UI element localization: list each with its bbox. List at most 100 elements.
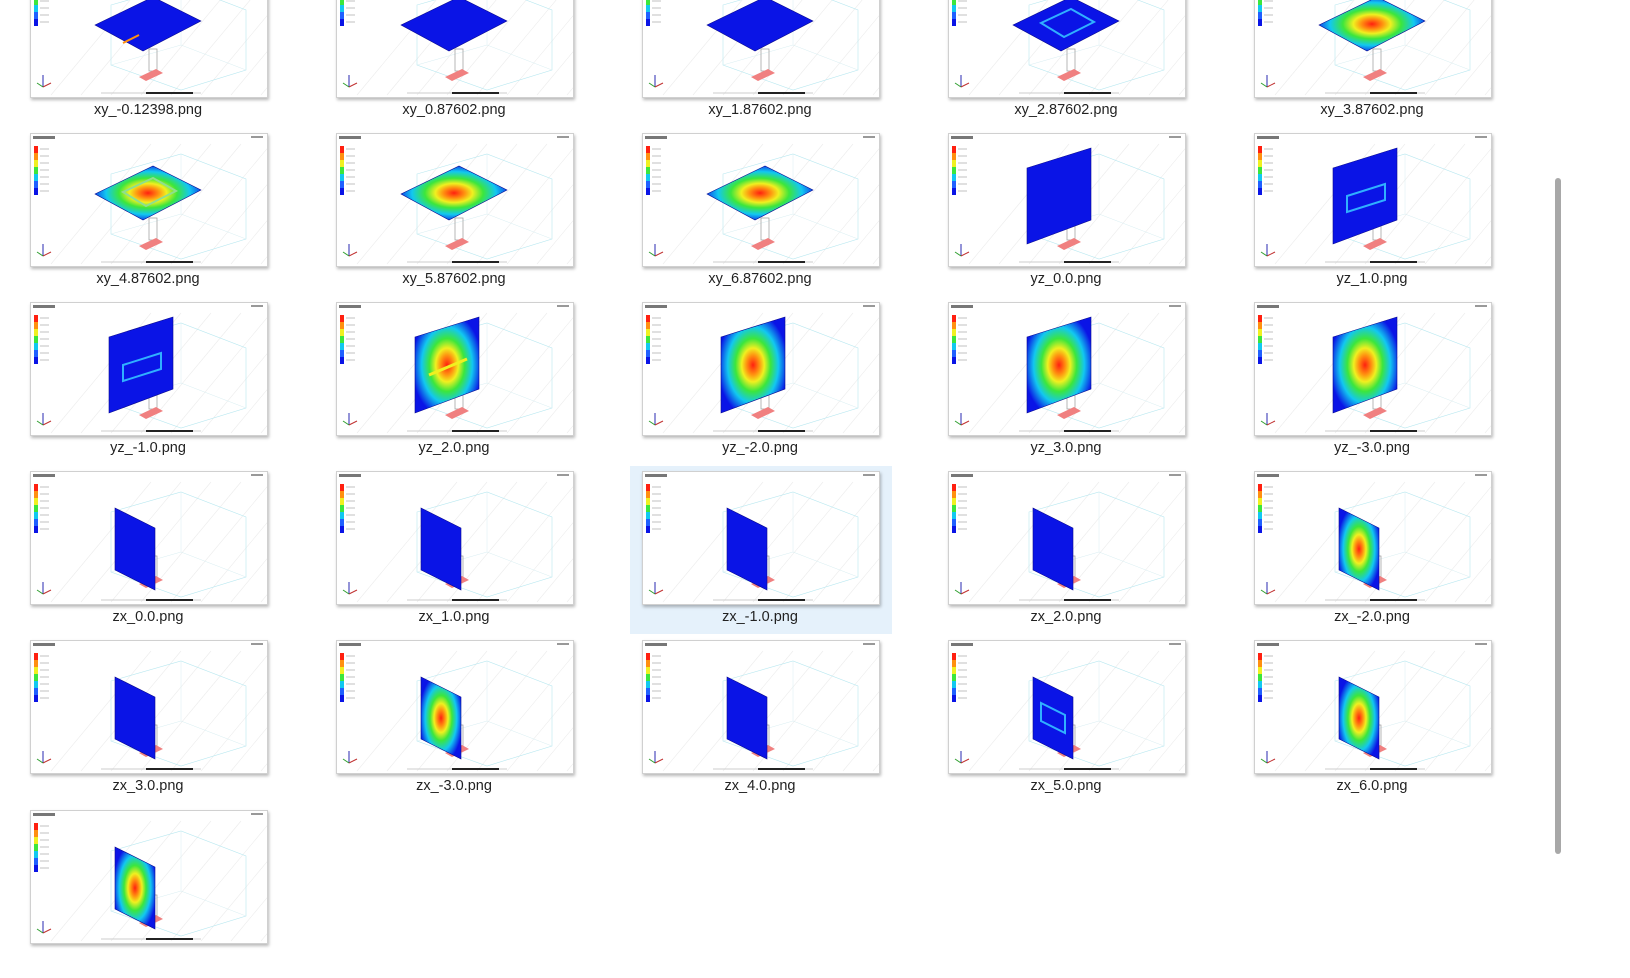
file-name-label[interactable]: xy_1.87602.png: [708, 102, 812, 118]
file-tile[interactable]: zx_3.0.png: [0, 640, 296, 808]
file-name-label[interactable]: xy_6.87602.png: [708, 271, 812, 287]
file-name-label[interactable]: zx_2.0.png: [1030, 609, 1102, 625]
file-thumbnail[interactable]: [1254, 302, 1492, 436]
file-tile[interactable]: [0, 810, 296, 978]
file-name-label[interactable]: yz_-3.0.png: [1334, 440, 1410, 456]
file-thumbnail[interactable]: [948, 640, 1186, 774]
axis-triad-icon: [954, 244, 970, 257]
axis-triad-icon: [954, 413, 970, 426]
field-plane: [1332, 316, 1398, 414]
color-scale-legend: [951, 474, 973, 533]
file-name-label[interactable]: zx_4.0.png: [724, 778, 796, 794]
file-thumbnail[interactable]: [336, 471, 574, 605]
color-scale-legend: [1257, 136, 1279, 195]
file-thumbnail[interactable]: [336, 302, 574, 436]
file-name-label[interactable]: zx_0.0.png: [112, 609, 184, 625]
file-name-label[interactable]: xy_4.87602.png: [96, 271, 200, 287]
color-scale-legend: [645, 643, 667, 702]
file-name-label[interactable]: zx_5.0.png: [1030, 778, 1102, 794]
file-thumbnail[interactable]: [948, 302, 1186, 436]
file-thumbnail[interactable]: [948, 471, 1186, 605]
file-name-label[interactable]: yz_2.0.png: [418, 440, 490, 456]
file-tile[interactable]: yz_2.0.png: [306, 302, 602, 470]
file-tile[interactable]: yz_-3.0.png: [1224, 302, 1520, 470]
file-tile[interactable]: xy_1.87602.png: [612, 0, 908, 132]
color-scale-legend: [33, 305, 55, 364]
color-scale-legend: [951, 305, 973, 364]
file-tile[interactable]: zx_-2.0.png: [1224, 471, 1520, 639]
file-name-label[interactable]: yz_3.0.png: [1030, 440, 1102, 456]
file-tile[interactable]: yz_1.0.png: [1224, 133, 1520, 301]
file-name-label[interactable]: zx_-3.0.png: [416, 778, 492, 794]
file-thumbnail[interactable]: [642, 471, 880, 605]
file-tile[interactable]: zx_5.0.png: [918, 640, 1214, 808]
color-scale-legend: [1257, 305, 1279, 364]
file-thumbnail[interactable]: [1254, 0, 1492, 98]
file-tile[interactable]: yz_0.0.png: [918, 133, 1214, 301]
file-thumbnail[interactable]: [30, 810, 268, 944]
file-name-label[interactable]: zx_1.0.png: [418, 609, 490, 625]
file-name-label[interactable]: xy_3.87602.png: [1320, 102, 1424, 118]
file-tile[interactable]: yz_-2.0.png: [612, 302, 908, 470]
file-thumbnail[interactable]: [30, 302, 268, 436]
file-thumbnail[interactable]: [336, 133, 574, 267]
field-plane: [108, 316, 174, 414]
file-name-label[interactable]: xy_0.87602.png: [402, 102, 506, 118]
field-plane: [1318, 0, 1426, 52]
file-tile[interactable]: zx_-1.0.png: [630, 466, 892, 634]
file-tile[interactable]: xy_2.87602.png: [918, 0, 1214, 132]
file-tile[interactable]: zx_-3.0.png: [306, 640, 602, 808]
file-tile[interactable]: xy_0.87602.png: [306, 0, 602, 132]
color-scale-legend: [33, 813, 55, 872]
file-thumbnail[interactable]: [336, 640, 574, 774]
axis-triad-icon: [36, 413, 52, 426]
file-thumbnail[interactable]: [1254, 640, 1492, 774]
file-tile[interactable]: zx_1.0.png: [306, 471, 602, 639]
file-name-label[interactable]: zx_-2.0.png: [1334, 609, 1410, 625]
scrollbar-thumb[interactable]: [1555, 178, 1561, 854]
file-thumbnail[interactable]: [642, 133, 880, 267]
file-tile[interactable]: zx_2.0.png: [918, 471, 1214, 639]
file-thumbnail[interactable]: [336, 0, 574, 98]
file-name-label[interactable]: zx_6.0.png: [1336, 778, 1408, 794]
file-thumbnail[interactable]: [948, 0, 1186, 98]
file-tile[interactable]: zx_4.0.png: [612, 640, 908, 808]
file-name-label[interactable]: xy_5.87602.png: [402, 271, 506, 287]
axis-triad-icon: [36, 582, 52, 595]
file-tile[interactable]: zx_6.0.png: [1224, 640, 1520, 808]
file-thumbnail[interactable]: [948, 133, 1186, 267]
color-scale-legend: [645, 474, 667, 533]
file-name-label[interactable]: zx_3.0.png: [112, 778, 184, 794]
file-tile[interactable]: xy_6.87602.png: [612, 133, 908, 301]
file-tile[interactable]: xy_4.87602.png: [0, 133, 296, 301]
file-thumbnail[interactable]: [30, 0, 268, 98]
file-thumbnail[interactable]: [642, 0, 880, 98]
file-name-label[interactable]: xy_-0.12398.png: [93, 102, 203, 118]
file-name-label[interactable]: yz_-2.0.png: [722, 440, 798, 456]
file-tile[interactable]: xy_5.87602.png: [306, 133, 602, 301]
vertical-scrollbar[interactable]: [1550, 0, 1566, 950]
file-thumbnail[interactable]: [30, 471, 268, 605]
field-plane: [1332, 147, 1398, 245]
file-thumbnail[interactable]: [642, 302, 880, 436]
file-name-label[interactable]: xy_2.87602.png: [1014, 102, 1118, 118]
file-thumbnail[interactable]: [30, 133, 268, 267]
axis-triad-icon: [1260, 244, 1276, 257]
axis-triad-icon: [36, 921, 52, 934]
file-thumbnail[interactable]: [1254, 471, 1492, 605]
file-thumbnail[interactable]: [642, 640, 880, 774]
file-tile[interactable]: xy_3.87602.png: [1224, 0, 1520, 132]
file-tile[interactable]: zx_0.0.png: [0, 471, 296, 639]
file-name-label[interactable]: yz_1.0.png: [1336, 271, 1408, 287]
file-name-label[interactable]: yz_-1.0.png: [110, 440, 186, 456]
axis-triad-icon: [1260, 413, 1276, 426]
file-tile[interactable]: yz_3.0.png: [918, 302, 1214, 470]
field-plane: [1026, 316, 1092, 414]
file-name-label[interactable]: zx_-1.0.png: [722, 609, 798, 625]
file-thumbnail[interactable]: [1254, 133, 1492, 267]
file-thumbnail[interactable]: [30, 640, 268, 774]
file-name-label[interactable]: yz_0.0.png: [1030, 271, 1102, 287]
file-tile[interactable]: xy_-0.12398.png: [0, 0, 296, 132]
color-scale-legend: [339, 474, 361, 533]
file-tile[interactable]: yz_-1.0.png: [0, 302, 296, 470]
